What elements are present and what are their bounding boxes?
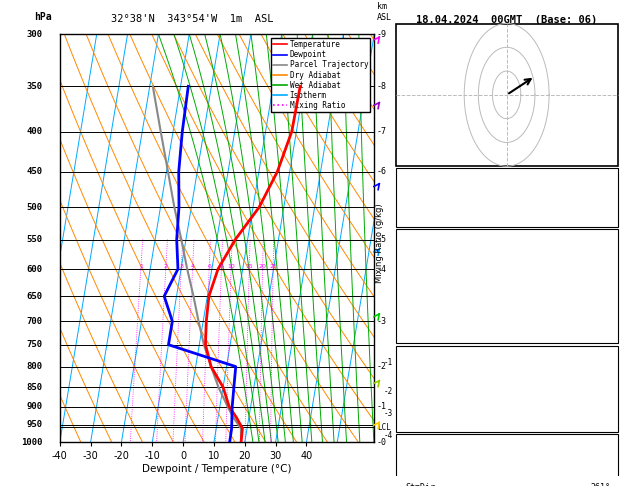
Text: 450: 450 <box>26 167 43 176</box>
Bar <box>396 434 618 486</box>
Text: 18.04.2024  00GMT  (Base: 06): 18.04.2024 00GMT (Base: 06) <box>416 16 598 25</box>
Text: StmDir: StmDir <box>405 483 435 486</box>
Text: -5: -5 <box>377 235 387 244</box>
Text: EH: EH <box>405 454 415 463</box>
Text: 2: 2 <box>606 391 610 400</box>
Text: 32°38'N  343°54'W  1m  ASL: 32°38'N 343°54'W 1m ASL <box>111 14 273 24</box>
Text: CAPE (J): CAPE (J) <box>405 313 445 322</box>
Text: 0: 0 <box>606 418 610 428</box>
Text: 4: 4 <box>191 264 194 269</box>
X-axis label: Dewpoint / Temperature (°C): Dewpoint / Temperature (°C) <box>142 464 292 474</box>
Text: 0: 0 <box>606 313 610 322</box>
Text: 15: 15 <box>245 264 253 269</box>
Text: -3: -3 <box>377 317 387 326</box>
Text: 800: 800 <box>26 362 43 371</box>
Text: 1017: 1017 <box>591 364 610 373</box>
Text: 38: 38 <box>601 193 610 202</box>
Text: 2: 2 <box>164 264 168 269</box>
Text: kt: kt <box>403 28 414 37</box>
Text: Pressure (mb): Pressure (mb) <box>405 364 470 373</box>
Bar <box>396 346 618 432</box>
Text: 261°: 261° <box>591 483 610 486</box>
Text: 1.58: 1.58 <box>591 211 610 220</box>
Text: -2: -2 <box>377 362 387 371</box>
Text: -4: -4 <box>384 431 393 440</box>
Text: -4: -4 <box>377 264 387 274</box>
Text: Lifted Index: Lifted Index <box>405 391 465 400</box>
Text: -1: -1 <box>377 402 387 411</box>
Text: 20: 20 <box>259 264 267 269</box>
Text: 350: 350 <box>26 82 43 91</box>
Text: K: K <box>405 175 410 184</box>
Text: CIN (J): CIN (J) <box>405 329 440 338</box>
Text: 1000: 1000 <box>21 438 43 447</box>
Text: CIN (J): CIN (J) <box>405 418 440 428</box>
Text: Hodograph: Hodograph <box>482 439 531 448</box>
Bar <box>396 168 618 226</box>
Text: 18.8: 18.8 <box>591 250 610 260</box>
Legend: Temperature, Dewpoint, Parcel Trajectory, Dry Adiabat, Wet Adiabat, Isotherm, Mi: Temperature, Dewpoint, Parcel Trajectory… <box>271 38 370 112</box>
Text: km
ASL: km ASL <box>377 2 392 22</box>
Text: -2: -2 <box>384 387 393 396</box>
Text: Most Unstable: Most Unstable <box>472 350 542 359</box>
Text: -3: -3 <box>384 410 393 418</box>
Text: 300: 300 <box>26 30 43 38</box>
Text: 400: 400 <box>26 127 43 136</box>
Text: 8: 8 <box>220 264 223 269</box>
Bar <box>396 229 618 343</box>
Bar <box>396 24 618 166</box>
Text: 320: 320 <box>596 378 610 386</box>
Text: 12: 12 <box>486 134 494 139</box>
Text: -7: -7 <box>377 127 387 136</box>
Text: 850: 850 <box>26 382 43 392</box>
Text: hPa: hPa <box>33 12 52 22</box>
Text: Mixing Ratio (g/kg): Mixing Ratio (g/kg) <box>376 203 384 283</box>
Text: 0: 0 <box>606 405 610 414</box>
Text: 25: 25 <box>269 264 277 269</box>
Text: 750: 750 <box>26 340 43 349</box>
Text: 700: 700 <box>26 317 43 326</box>
Text: 1: 1 <box>606 175 610 184</box>
Text: 15.1: 15.1 <box>591 266 610 275</box>
Text: 76: 76 <box>601 469 610 477</box>
Text: 18: 18 <box>470 172 477 177</box>
Text: -9: -9 <box>377 30 387 38</box>
Text: 900: 900 <box>26 402 43 411</box>
Text: Lifted Index: Lifted Index <box>405 297 465 306</box>
Text: LCL: LCL <box>377 423 391 432</box>
Text: Totals Totals: Totals Totals <box>405 193 470 202</box>
Text: Temp (°C): Temp (°C) <box>405 250 450 260</box>
Text: 3: 3 <box>179 264 183 269</box>
Text: 600: 600 <box>26 264 43 274</box>
Text: 650: 650 <box>26 292 43 301</box>
Text: -8: -8 <box>377 82 387 91</box>
Text: SREH: SREH <box>405 469 425 477</box>
Text: 2: 2 <box>606 297 610 306</box>
Text: 6: 6 <box>207 264 211 269</box>
Text: PW (cm): PW (cm) <box>405 211 440 220</box>
Text: -0: -0 <box>377 438 387 447</box>
Text: Surface: Surface <box>488 235 525 243</box>
Text: CAPE (J): CAPE (J) <box>405 405 445 414</box>
Text: Dewp (°C): Dewp (°C) <box>405 266 450 275</box>
Text: θₑ(K): θₑ(K) <box>405 282 430 291</box>
Text: 500: 500 <box>26 203 43 212</box>
Text: 0: 0 <box>606 329 610 338</box>
Text: 10: 10 <box>227 264 235 269</box>
Text: -6: -6 <box>377 167 387 176</box>
Text: 950: 950 <box>26 420 43 429</box>
Text: 1: 1 <box>139 264 143 269</box>
Text: 320: 320 <box>596 282 610 291</box>
Text: -1: -1 <box>384 358 393 367</box>
Text: θₑ (K): θₑ (K) <box>405 378 435 386</box>
Text: 8: 8 <box>606 454 610 463</box>
Text: 550: 550 <box>26 235 43 244</box>
